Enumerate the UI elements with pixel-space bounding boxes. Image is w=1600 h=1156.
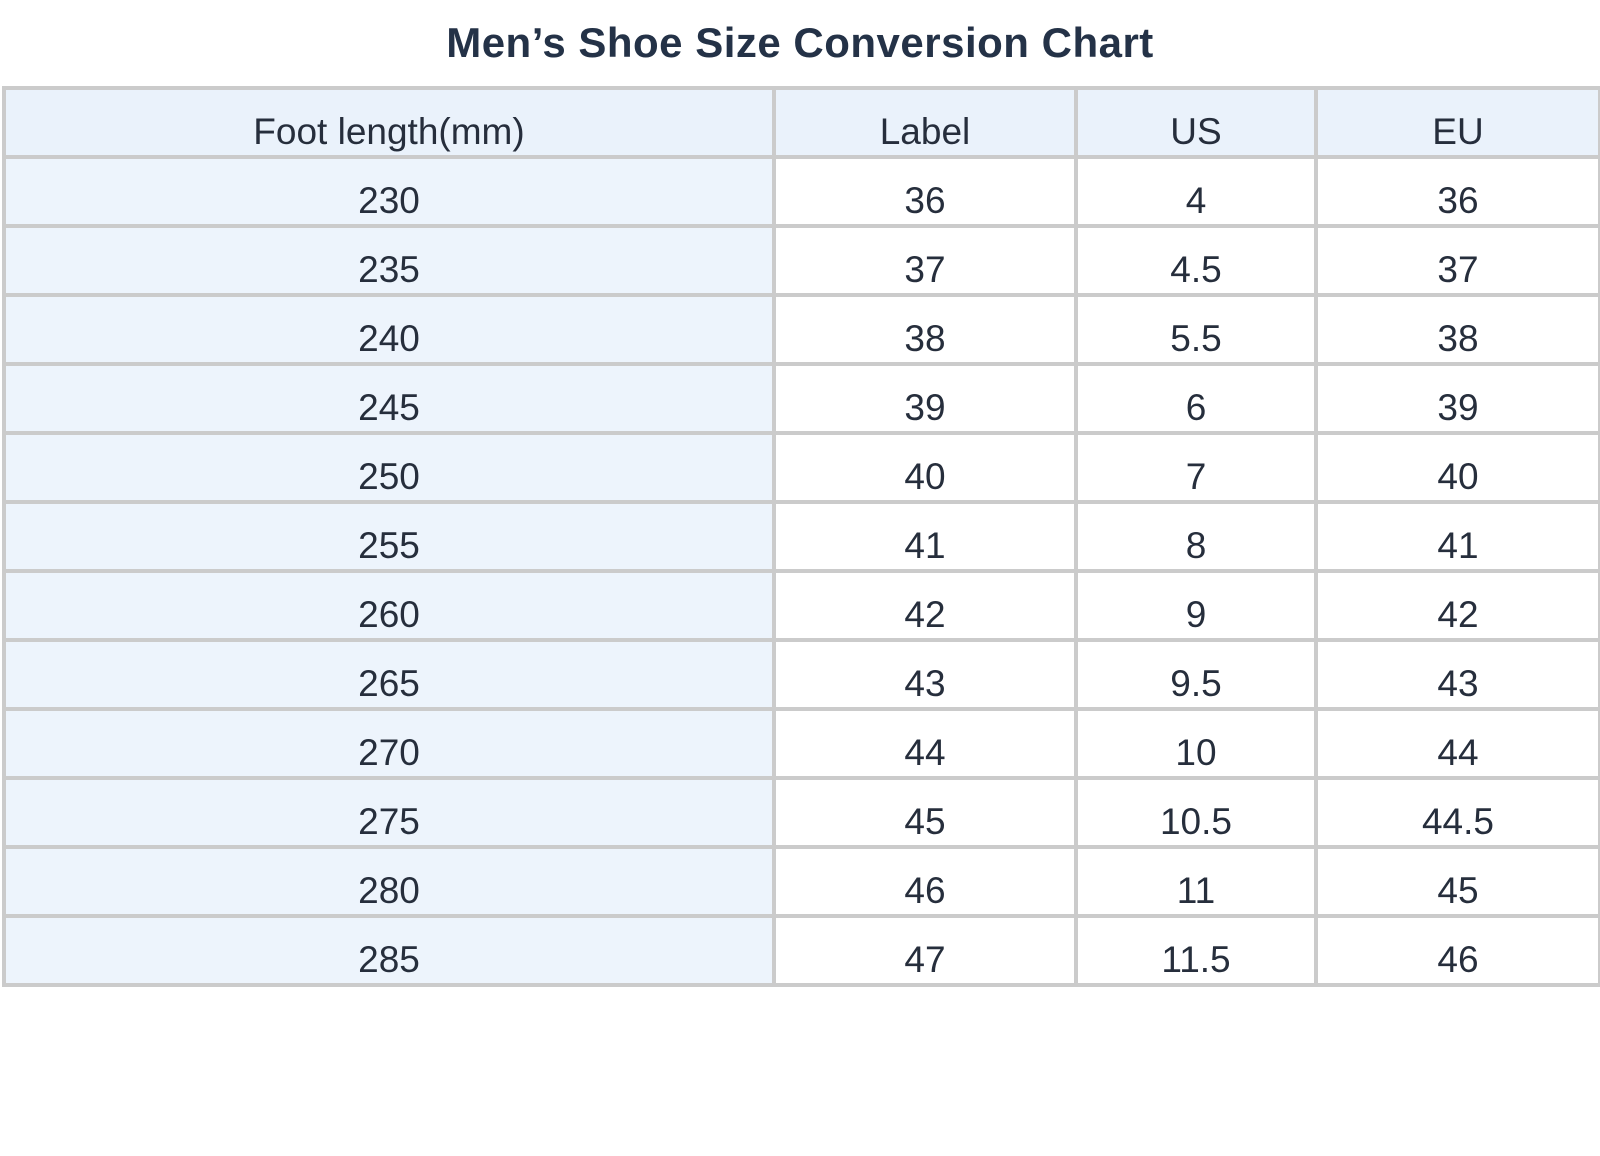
cell-label: 47	[772, 914, 1078, 987]
cell-us: 4	[1074, 155, 1318, 228]
cell-eu: 45	[1314, 845, 1600, 918]
cell-label: 36	[772, 155, 1078, 228]
cell-us: 4.5	[1074, 224, 1318, 297]
page-title: Men’s Shoe Size Conversion Chart	[446, 19, 1154, 66]
cell-us: 8	[1074, 500, 1318, 573]
table-row: 255 41 8 41	[2, 500, 1600, 573]
table-row: 250 40 7 40	[2, 431, 1600, 504]
cell-eu: 44.5	[1314, 776, 1600, 849]
cell-foot-length-mm: 275	[2, 776, 776, 849]
column-header-label: Label	[772, 86, 1078, 159]
title-bar: Men’s Shoe Size Conversion Chart	[0, 0, 1600, 86]
cell-foot-length-mm: 265	[2, 638, 776, 711]
table-body: 230 36 4 36 235 37 4.5 37 240 38 5.5 38 245 39 6 39 250 4…	[2, 155, 1600, 987]
cell-foot-length-mm: 270	[2, 707, 776, 780]
cell-foot-length-mm: 255	[2, 500, 776, 573]
cell-us: 11	[1074, 845, 1318, 918]
cell-us: 6	[1074, 362, 1318, 435]
column-header-us: US	[1074, 86, 1318, 159]
cell-label: 39	[772, 362, 1078, 435]
cell-eu: 41	[1314, 500, 1600, 573]
cell-us: 10	[1074, 707, 1318, 780]
cell-eu: 43	[1314, 638, 1600, 711]
cell-label: 42	[772, 569, 1078, 642]
cell-foot-length-mm: 285	[2, 914, 776, 987]
table-row: 245 39 6 39	[2, 362, 1600, 435]
table-row: 235 37 4.5 37	[2, 224, 1600, 297]
cell-foot-length-mm: 230	[2, 155, 776, 228]
cell-eu: 44	[1314, 707, 1600, 780]
cell-label: 38	[772, 293, 1078, 366]
cell-label: 41	[772, 500, 1078, 573]
table-row: 280 46 11 45	[2, 845, 1600, 918]
table-row: 260 42 9 42	[2, 569, 1600, 642]
cell-eu: 39	[1314, 362, 1600, 435]
cell-label: 45	[772, 776, 1078, 849]
shoe-size-conversion-table: Foot length(mm) Label US EU 230 36 4 36 235 3…	[2, 86, 1600, 987]
cell-us: 9.5	[1074, 638, 1318, 711]
cell-us: 11.5	[1074, 914, 1318, 987]
cell-eu: 42	[1314, 569, 1600, 642]
cell-us: 10.5	[1074, 776, 1318, 849]
cell-eu: 38	[1314, 293, 1600, 366]
cell-eu: 37	[1314, 224, 1600, 297]
cell-foot-length-mm: 235	[2, 224, 776, 297]
table-row: 285 47 11.5 46	[2, 914, 1600, 987]
cell-us: 9	[1074, 569, 1318, 642]
cell-eu: 40	[1314, 431, 1600, 504]
cell-foot-length-mm: 280	[2, 845, 776, 918]
cell-eu: 36	[1314, 155, 1600, 228]
cell-us: 7	[1074, 431, 1318, 504]
table-header-row: Foot length(mm) Label US EU	[2, 86, 1600, 159]
cell-label: 40	[772, 431, 1078, 504]
cell-us: 5.5	[1074, 293, 1318, 366]
table-row: 275 45 10.5 44.5	[2, 776, 1600, 849]
cell-eu: 46	[1314, 914, 1600, 987]
cell-foot-length-mm: 250	[2, 431, 776, 504]
cell-foot-length-mm: 260	[2, 569, 776, 642]
column-header-eu: EU	[1314, 86, 1600, 159]
cell-label: 43	[772, 638, 1078, 711]
table-row: 265 43 9.5 43	[2, 638, 1600, 711]
cell-label: 46	[772, 845, 1078, 918]
table-header: Foot length(mm) Label US EU	[2, 86, 1600, 159]
cell-label: 37	[772, 224, 1078, 297]
cell-foot-length-mm: 245	[2, 362, 776, 435]
column-header-foot-length-mm: Foot length(mm)	[2, 86, 776, 159]
cell-label: 44	[772, 707, 1078, 780]
table-row: 240 38 5.5 38	[2, 293, 1600, 366]
cell-foot-length-mm: 240	[2, 293, 776, 366]
table-row: 270 44 10 44	[2, 707, 1600, 780]
table-row: 230 36 4 36	[2, 155, 1600, 228]
